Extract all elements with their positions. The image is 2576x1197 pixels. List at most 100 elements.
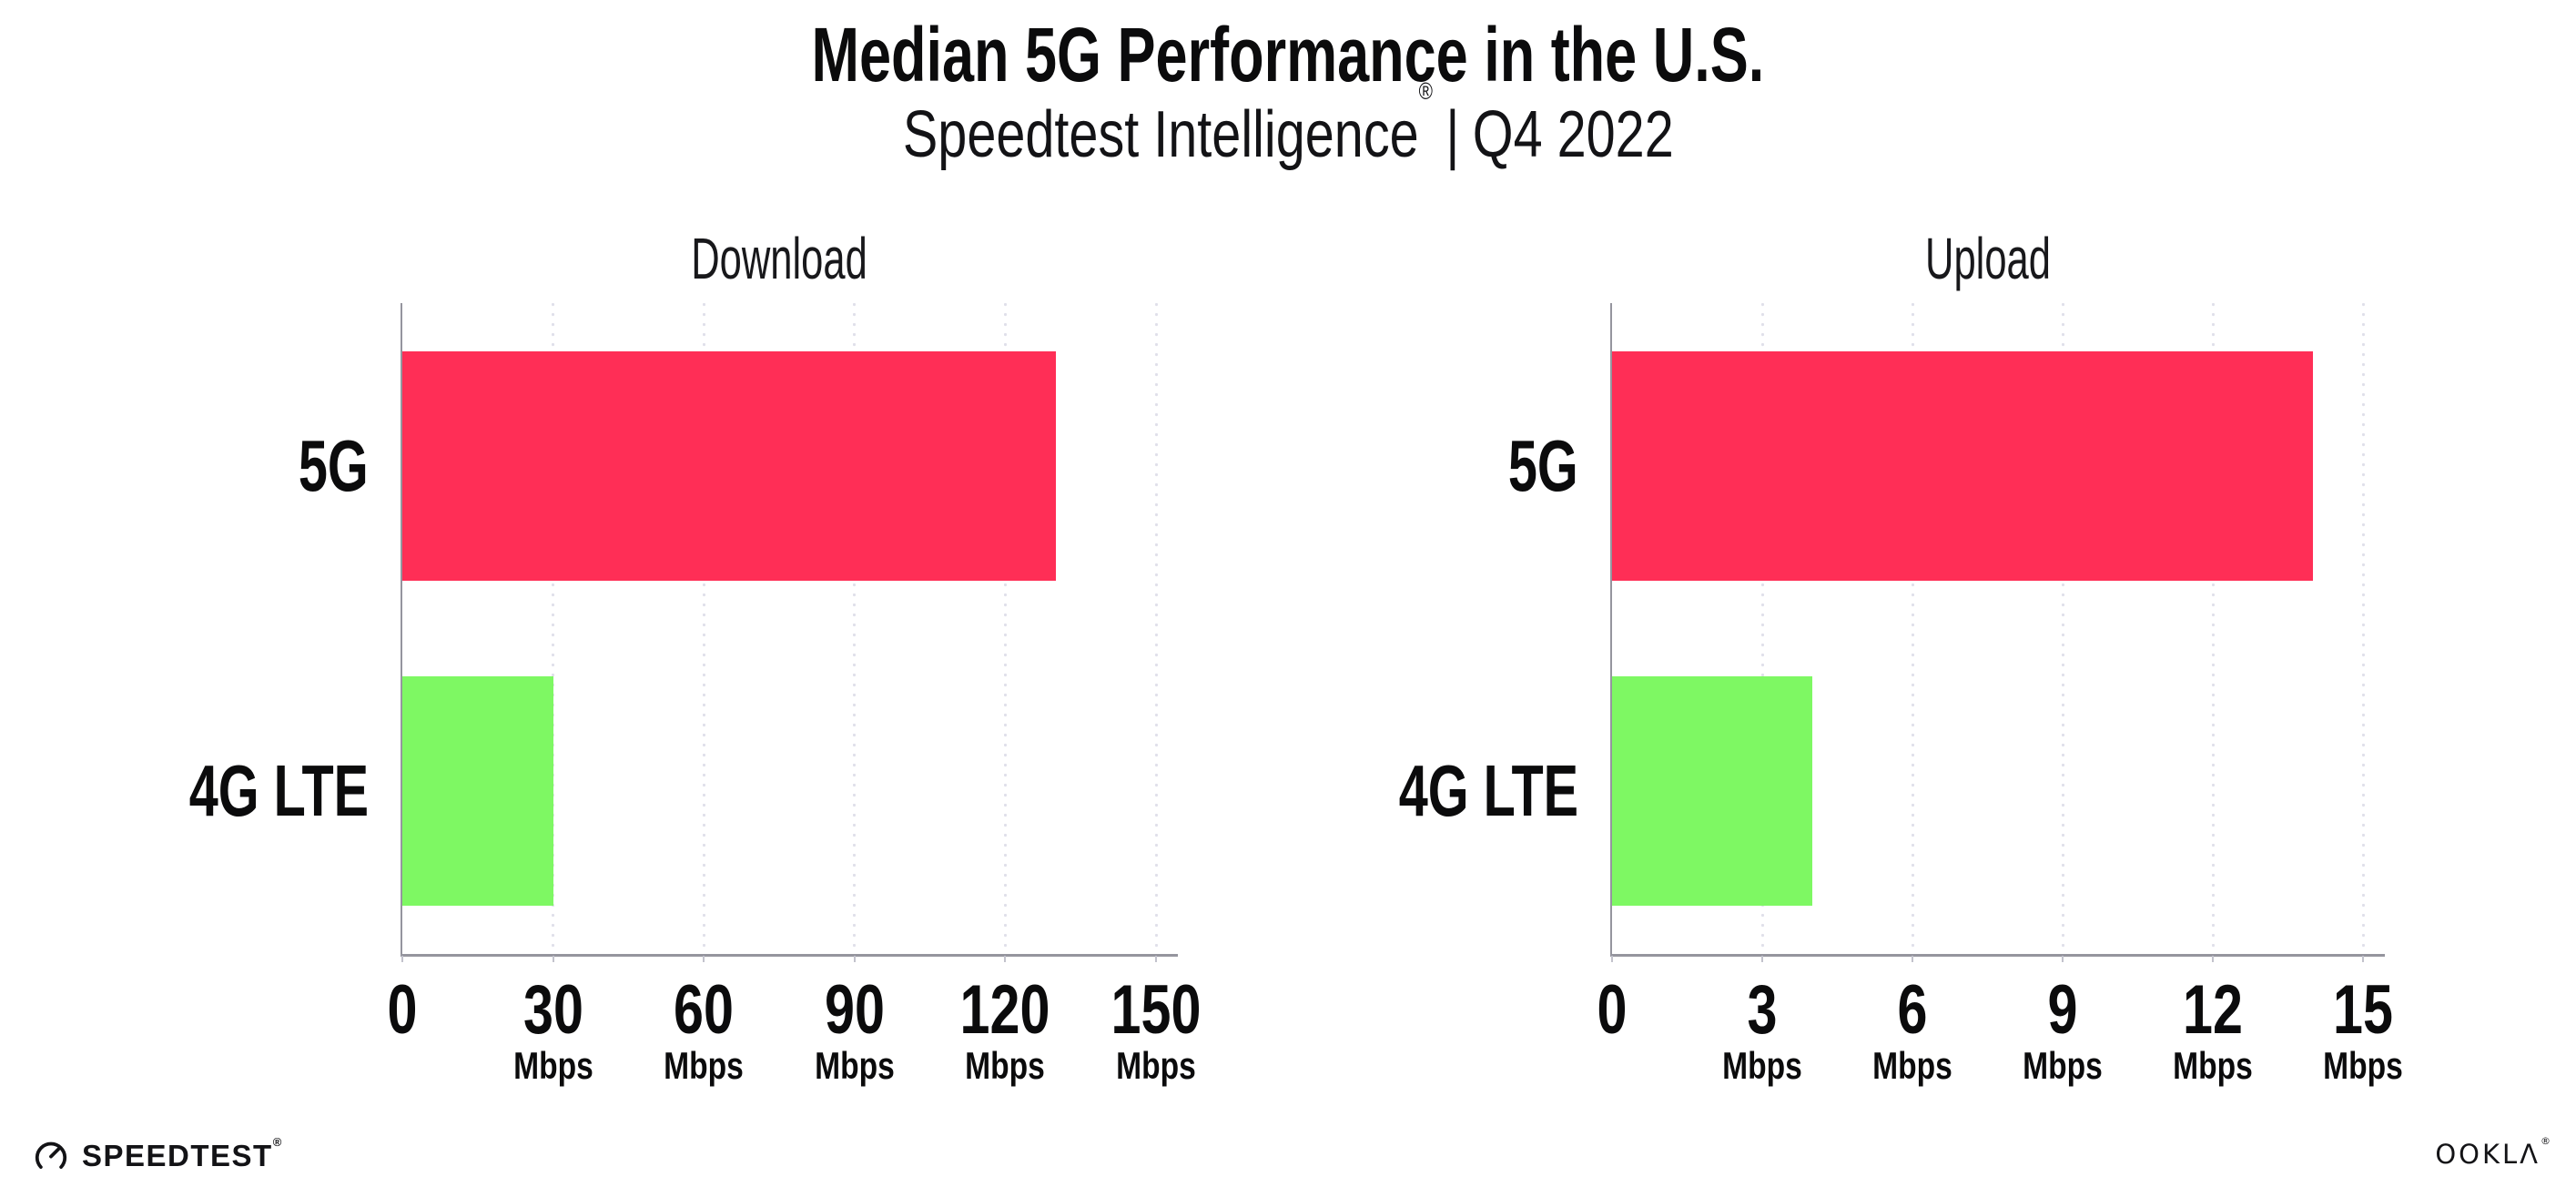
x-axis: [401, 954, 1178, 957]
subtitle-period: Q4 2022: [1472, 98, 1674, 171]
category-label-text: 5G: [1508, 424, 1578, 506]
tick-label-text: 60: [674, 971, 735, 1049]
gridline: [2061, 303, 2064, 954]
tick-unit-text: Mbps: [664, 1044, 745, 1087]
chart-title-upload: Upload: [1925, 229, 2173, 288]
page-subtitle: Speedtest Intelligence®| Q4 2022: [0, 79, 2576, 167]
gridline: [2211, 303, 2215, 954]
gridline: [1911, 303, 1914, 954]
tick-unit-text: Mbps: [2023, 1044, 2103, 1087]
tick-unit-label: Mbps: [966, 1047, 1105, 1085]
tick-unit-text: Mbps: [1722, 1044, 1802, 1087]
tick-unit-label: Mbps: [1722, 1047, 1862, 1085]
category-label-5g: 5G: [1481, 424, 1578, 506]
tick-unit-label: Mbps: [2323, 1047, 2463, 1085]
axis-tick: [1761, 956, 1763, 962]
tick-label: 6: [1898, 976, 1951, 1045]
tick-label-text: 120: [959, 971, 1050, 1049]
axis-tick: [2212, 956, 2214, 962]
tick-unit-label: Mbps: [513, 1047, 654, 1085]
x-axis: [1610, 954, 2385, 957]
chart-title-text: Upload: [1924, 226, 2051, 291]
y-axis: [401, 303, 402, 954]
tick-label: 90: [825, 976, 932, 1045]
ookla-registered-mark-icon: ®: [2541, 1135, 2551, 1148]
category-label-5g: 5G: [271, 424, 369, 506]
speedtest-registered-mark-icon: ®: [272, 1134, 282, 1149]
tick-unit-text: Mbps: [1116, 1044, 1196, 1087]
tick-unit-text: Mbps: [2323, 1044, 2403, 1087]
tick-unit-text: Mbps: [814, 1044, 895, 1087]
chart-title-download: Download: [691, 229, 1039, 288]
axis-tick: [401, 956, 403, 962]
page-title-text: Median 5G Performance in the U.S.: [811, 12, 1765, 97]
tick-label-text: 0: [387, 971, 418, 1049]
tick-label-text: 12: [2183, 971, 2243, 1049]
bar-4g-lte-upload: [1612, 676, 1812, 907]
category-label-text: 5G: [299, 424, 369, 506]
tick-unit-label: Mbps: [1872, 1047, 2013, 1085]
tick-unit-text: Mbps: [965, 1044, 1046, 1087]
tick-unit-label: Mbps: [664, 1047, 804, 1085]
bar-5g-upload: [1612, 350, 2313, 581]
subtitle-separator: |: [1445, 98, 1460, 171]
tick-label: 15: [2333, 976, 2440, 1045]
bar-4g-lte-download: [402, 676, 553, 907]
tick-label: 120: [960, 976, 1121, 1045]
gridline: [702, 303, 705, 954]
tick-unit-text: Mbps: [2173, 1044, 2253, 1087]
axis-tick: [1611, 956, 1613, 962]
tick-unit-label: Mbps: [815, 1047, 955, 1085]
tick-label-text: 6: [1897, 971, 1928, 1049]
tick-label: 9: [2048, 976, 2101, 1045]
axis-tick: [2062, 956, 2064, 962]
tick-label-text: 90: [824, 971, 885, 1049]
y-axis: [1610, 303, 1612, 954]
gridline: [1154, 303, 1158, 954]
gridline: [853, 303, 857, 954]
gridline: [552, 303, 555, 954]
axis-tick: [703, 956, 705, 962]
tick-label-text: 15: [2333, 971, 2393, 1049]
tick-label-text: 3: [1747, 971, 1778, 1049]
tick-unit-text: Mbps: [1872, 1044, 1952, 1087]
registered-mark-icon: ®: [1418, 77, 1433, 105]
page-title: Median 5G Performance in the U.S.: [0, 16, 2576, 93]
tick-label: 30: [523, 976, 631, 1045]
tick-label-text: 30: [522, 971, 583, 1049]
tick-label-text: 9: [2047, 971, 2078, 1049]
speedtest-wordmark: SPEEDTEST: [82, 1138, 273, 1172]
tick-label-text: 150: [1111, 971, 1202, 1049]
bar-5g-download: [402, 350, 1056, 581]
axis-tick: [2362, 956, 2364, 962]
category-label-4g-lte: 4G LTE: [1329, 755, 1578, 827]
chart-title-text: Download: [691, 226, 867, 291]
axis-tick: [1004, 956, 1007, 962]
axis-tick: [1155, 956, 1157, 962]
gridline: [2361, 303, 2365, 954]
axis-tick: [552, 956, 554, 962]
ookla-logo: OOKLΛ®: [2435, 1136, 2551, 1170]
tick-label: 0: [388, 976, 441, 1045]
tick-label: 12: [2183, 976, 2290, 1045]
gridline: [1003, 303, 1007, 954]
tick-unit-label: Mbps: [2173, 1047, 2313, 1085]
tick-unit-label: Mbps: [2023, 1047, 2163, 1085]
tick-label: 3: [1748, 976, 1800, 1045]
tick-label-text: 0: [1597, 971, 1628, 1049]
tick-label: 150: [1111, 976, 1272, 1045]
axis-tick: [1912, 956, 1913, 962]
category-label-4g-lte: 4G LTE: [119, 755, 369, 827]
tick-label: 0: [1597, 976, 1650, 1045]
category-label-text: 4G LTE: [188, 750, 369, 832]
category-label-text: 4G LTE: [1398, 750, 1578, 832]
tick-unit-label: Mbps: [1116, 1047, 1256, 1085]
subtitle-brand: Speedtest Intelligence: [902, 98, 1419, 171]
axis-tick: [853, 956, 856, 962]
tick-unit-text: Mbps: [512, 1044, 593, 1087]
gridline: [1760, 303, 1764, 954]
ookla-wordmark: OOKLΛ: [2435, 1139, 2541, 1170]
